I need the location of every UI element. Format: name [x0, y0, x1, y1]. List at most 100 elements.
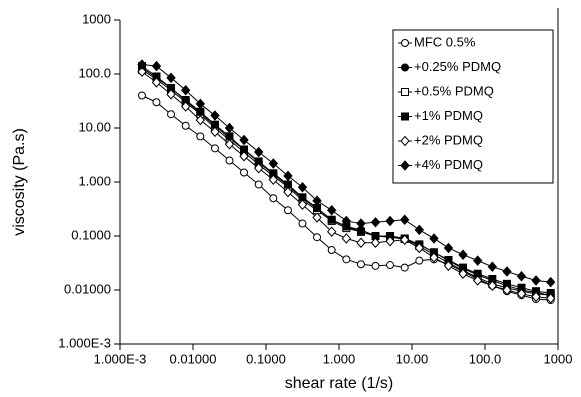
marker: [531, 291, 541, 302]
marker: [400, 234, 410, 246]
marker: [400, 263, 409, 272]
x-tick-label: 1000: [544, 351, 573, 366]
y-tick-label: 1000: [82, 11, 111, 26]
marker: [137, 66, 147, 78]
marker: [312, 212, 322, 223]
legend-label: +0.25% PDMQ: [414, 59, 501, 74]
marker: [327, 226, 337, 237]
marker: [283, 186, 293, 198]
marker: [181, 85, 191, 96]
marker: [443, 242, 454, 254]
marker: [254, 146, 264, 158]
marker: [196, 132, 205, 141]
marker: [546, 293, 556, 304]
marker: [268, 174, 278, 186]
marker: [151, 60, 162, 72]
marker: [414, 242, 424, 254]
marker: [195, 98, 205, 110]
marker: [370, 237, 381, 248]
x-axis-label: shear rate (1/s): [285, 375, 393, 392]
marker: [356, 237, 366, 248]
marker: [269, 194, 278, 203]
marker: [356, 227, 365, 236]
marker: [166, 89, 176, 100]
marker: [386, 261, 395, 270]
marker: [313, 233, 322, 242]
marker: [516, 270, 527, 282]
marker: [487, 280, 497, 291]
marker: [458, 249, 468, 260]
marker: [342, 255, 351, 264]
legend-label: +4% PDMQ: [414, 157, 483, 172]
marker: [473, 275, 483, 286]
marker: [400, 214, 410, 225]
marker: [546, 276, 556, 288]
marker: [401, 88, 409, 96]
marker: [414, 224, 424, 236]
marker: [401, 112, 409, 121]
marker: [167, 110, 176, 119]
x-tick-label: 1.000E-3: [94, 351, 147, 366]
marker: [254, 162, 264, 174]
marker: [473, 255, 483, 266]
marker: [152, 98, 161, 107]
marker: [312, 195, 322, 206]
marker: [401, 63, 409, 72]
marker: [429, 252, 439, 263]
x-tick-label: 100.0: [469, 351, 502, 366]
marker: [341, 233, 351, 244]
y-tick-label: 0.1000: [71, 227, 111, 242]
y-tick-label: 1.000: [78, 173, 111, 188]
marker: [254, 180, 263, 189]
marker: [210, 126, 220, 138]
marker: [297, 199, 308, 210]
marker: [297, 181, 308, 193]
marker: [385, 215, 395, 227]
marker: [356, 218, 366, 229]
y-tick-label: 10.00: [78, 119, 111, 134]
marker: [502, 284, 512, 296]
marker: [502, 266, 512, 277]
marker: [298, 219, 307, 228]
legend-label: +2% PDMQ: [414, 132, 483, 147]
legend-label: +0.5% PDMQ: [414, 83, 494, 98]
marker: [225, 132, 234, 141]
marker: [268, 158, 278, 169]
marker: [531, 275, 541, 286]
marker: [181, 101, 191, 112]
x-tick-label: 0.01000: [170, 351, 217, 366]
marker: [283, 170, 293, 182]
y-tick-label: 0.01000: [64, 281, 111, 296]
marker: [356, 260, 365, 269]
marker: [210, 144, 219, 153]
marker: [240, 168, 249, 177]
marker: [224, 122, 235, 134]
marker: [137, 91, 146, 100]
marker: [415, 256, 424, 265]
marker: [385, 235, 395, 247]
marker: [327, 204, 337, 216]
marker: [458, 268, 468, 279]
marker: [516, 288, 527, 300]
marker: [239, 150, 249, 162]
marker: [429, 233, 439, 244]
marker: [327, 246, 336, 255]
marker: [137, 59, 147, 70]
marker: [210, 110, 220, 121]
x-tick-label: 10.00: [396, 351, 429, 366]
legend-label: +1% PDMQ: [414, 108, 483, 123]
y-tick-label: 100.0: [78, 65, 111, 80]
marker: [166, 72, 176, 84]
marker: [443, 260, 454, 272]
legend-label: MFC 0.5%: [414, 34, 476, 49]
marker: [327, 215, 336, 224]
marker: [151, 77, 162, 88]
y-axis-label: viscosity (Pa.s): [11, 128, 28, 236]
y-tick-label: 1.000E-3: [58, 335, 111, 350]
marker: [400, 160, 410, 171]
marker: [196, 107, 205, 116]
marker: [341, 215, 351, 227]
x-tick-label: 1.000: [323, 351, 356, 366]
marker: [195, 114, 205, 126]
